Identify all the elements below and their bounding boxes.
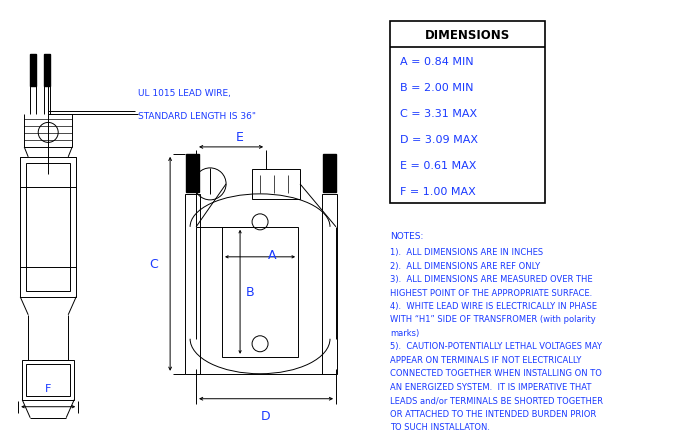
Text: OR ATTACHED TO THE INTENDED BURDEN PRIOR: OR ATTACHED TO THE INTENDED BURDEN PRIOR [390, 409, 596, 418]
Text: F: F [45, 383, 52, 393]
Text: WITH “H1” SIDE OF TRANSFROMER (with polarity: WITH “H1” SIDE OF TRANSFROMER (with pola… [390, 315, 596, 324]
Bar [26, 364, 70, 396]
Text: NOTES:: NOTES: [390, 231, 423, 240]
Text: D: D [261, 409, 271, 422]
Text: marks): marks) [390, 328, 419, 337]
Bar [44, 55, 50, 87]
Bar [252, 170, 300, 199]
Text: UL 1015 LEAD WIRE,: UL 1015 LEAD WIRE, [138, 89, 231, 98]
Text: CONNECTED TOGETHER WHEN INSTALLING ON TO: CONNECTED TOGETHER WHEN INSTALLING ON TO [390, 368, 602, 378]
Text: 2).  ALL DIMENSIONS ARE REF ONLY: 2). ALL DIMENSIONS ARE REF ONLY [390, 261, 540, 270]
Text: 5).  CAUTION-POTENTIALLY LETHAL VOLTAGES MAY: 5). CAUTION-POTENTIALLY LETHAL VOLTAGES … [390, 342, 602, 351]
Text: 3).  ALL DIMENSIONS ARE MEASURED OVER THE: 3). ALL DIMENSIONS ARE MEASURED OVER THE [390, 274, 593, 283]
Text: TO SUCH INSTALLATON.: TO SUCH INSTALLATON. [390, 422, 490, 431]
Bar [186, 155, 199, 192]
Text: F = 1.00 MAX: F = 1.00 MAX [400, 187, 475, 197]
Text: STANDARD LENGTH IS 36": STANDARD LENGTH IS 36" [138, 112, 256, 121]
Text: B = 2.00 MIN: B = 2.00 MIN [400, 83, 473, 93]
Text: E: E [236, 131, 244, 144]
Text: DIMENSIONS: DIMENSIONS [425, 30, 510, 43]
Text: D = 3.09 MAX: D = 3.09 MAX [400, 135, 478, 145]
Text: B: B [246, 286, 255, 299]
Text: LEADS and/or TERMINALS BE SHORTED TOGETHER: LEADS and/or TERMINALS BE SHORTED TOGETH… [390, 395, 603, 404]
Bar [26, 164, 70, 291]
Bar [322, 194, 337, 374]
Bar [20, 158, 76, 297]
Text: A: A [268, 249, 276, 262]
Text: 1).  ALL DIMENSIONS ARE IN INCHES: 1). ALL DIMENSIONS ARE IN INCHES [390, 247, 543, 256]
Bar [22, 360, 74, 400]
Text: AN ENERGIZED SYSTEM.  IT IS IMPERATIVE THAT: AN ENERGIZED SYSTEM. IT IS IMPERATIVE TH… [390, 382, 591, 391]
Text: HIGHEST POINT OF THE APPROPRIATE SURFACE.: HIGHEST POINT OF THE APPROPRIATE SURFACE… [390, 288, 593, 297]
Bar [390, 22, 545, 204]
Text: 4).  WHITE LEAD WIRE IS ELECTRICALLY IN PHASE: 4). WHITE LEAD WIRE IS ELECTRICALLY IN P… [390, 301, 597, 310]
Text: A = 0.84 MIN: A = 0.84 MIN [400, 57, 473, 67]
Text: E = 0.61 MAX: E = 0.61 MAX [400, 161, 476, 171]
Bar [222, 227, 298, 357]
Bar [30, 55, 37, 87]
Text: APPEAR ON TERMINALS IF NOT ELECTRICALLY: APPEAR ON TERMINALS IF NOT ELECTRICALLY [390, 355, 582, 364]
Bar [185, 194, 200, 374]
Text: C: C [150, 258, 158, 271]
Bar [323, 155, 336, 192]
Text: C = 3.31 MAX: C = 3.31 MAX [400, 108, 477, 118]
